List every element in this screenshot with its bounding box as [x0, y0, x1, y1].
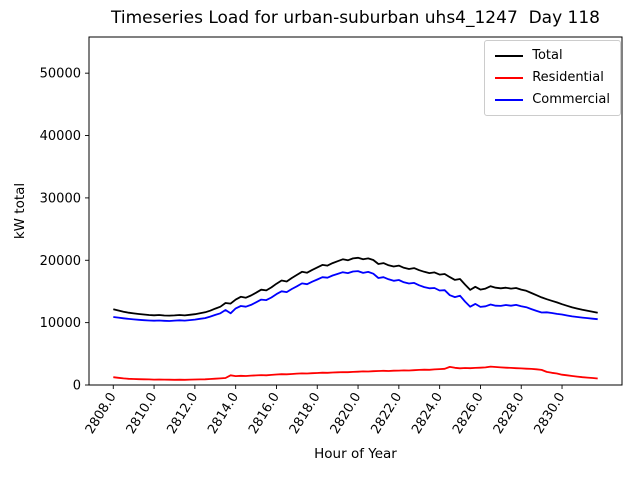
series-line-residential: [113, 365, 598, 381]
legend-line-sample-total: [495, 54, 524, 57]
x-tick-label: 2818.0: [287, 390, 324, 437]
series-line-total: [113, 256, 598, 317]
y-tick-label: 40000: [40, 129, 81, 144]
y-tick-label: 50000: [40, 67, 81, 82]
y-tick-label: 30000: [40, 191, 81, 206]
plot-frame: [88, 36, 623, 386]
legend-entry: Total: [495, 48, 610, 63]
legend-label: Commercial: [532, 92, 610, 107]
x-tick-label: 2824.0: [409, 390, 446, 437]
chart-title: Timeseries Load for urban-suburban uhs4_…: [111, 8, 600, 28]
legend-label: Total: [532, 48, 563, 63]
legend-line-sample-commercial: [495, 98, 524, 101]
y-axis-label: kW total: [12, 182, 28, 240]
legend-entry: Commercial: [495, 92, 610, 107]
series-line-commercial: [113, 270, 598, 322]
x-axis-label: Hour of Year: [314, 446, 397, 462]
legend-line-sample-residential: [495, 76, 524, 79]
y-tick-label: 20000: [40, 254, 81, 269]
x-tick-label: 2816.0: [246, 390, 283, 437]
x-tick-label: 2812.0: [164, 390, 201, 437]
x-tick-label: 2822.0: [368, 390, 405, 437]
x-tick-label: 2820.0: [328, 390, 365, 437]
x-tick-label: 2808.0: [83, 390, 120, 437]
y-tick-label: 0: [73, 379, 81, 394]
y-tick-label: 10000: [40, 316, 81, 331]
legend-entry: Residential: [495, 70, 610, 85]
x-tick-label: 2810.0: [124, 390, 161, 437]
series-group: [113, 256, 598, 381]
x-tick-label: 2826.0: [450, 390, 487, 437]
x-tick-label: 2814.0: [205, 390, 242, 437]
x-tick-label: 2828.0: [491, 390, 528, 437]
legend-label: Residential: [532, 70, 604, 85]
x-tick-label: 2830.0: [532, 390, 569, 437]
legend: Total Residential Commercial: [484, 40, 621, 116]
